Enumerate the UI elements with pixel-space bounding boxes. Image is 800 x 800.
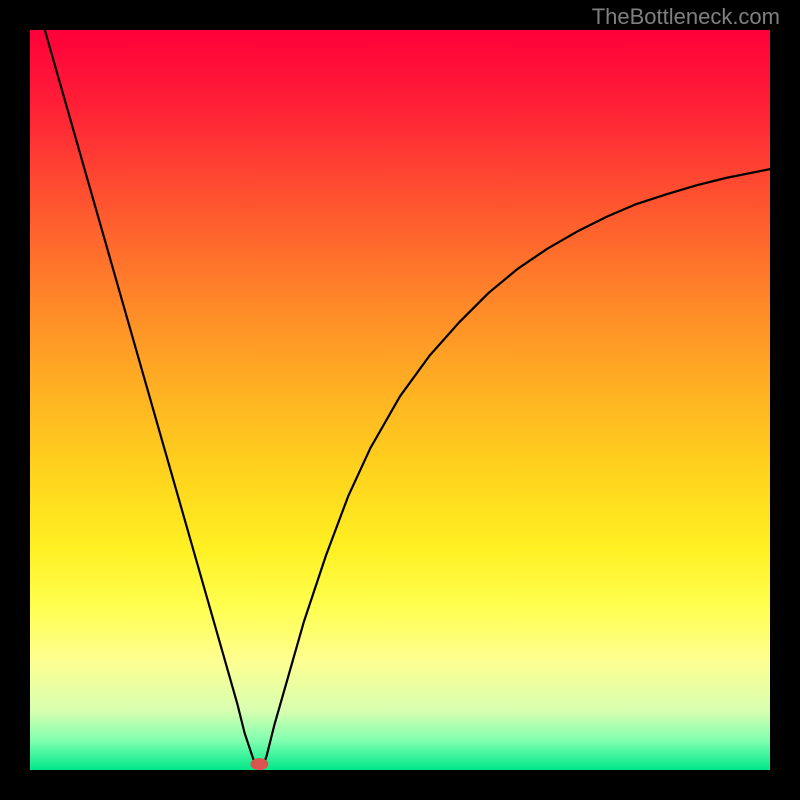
chart-container: TheBottleneck.com — [0, 0, 800, 800]
plot-background — [30, 30, 770, 770]
watermark-text: TheBottleneck.com — [592, 4, 780, 30]
chart-canvas — [0, 0, 800, 800]
minimum-marker — [250, 758, 268, 770]
